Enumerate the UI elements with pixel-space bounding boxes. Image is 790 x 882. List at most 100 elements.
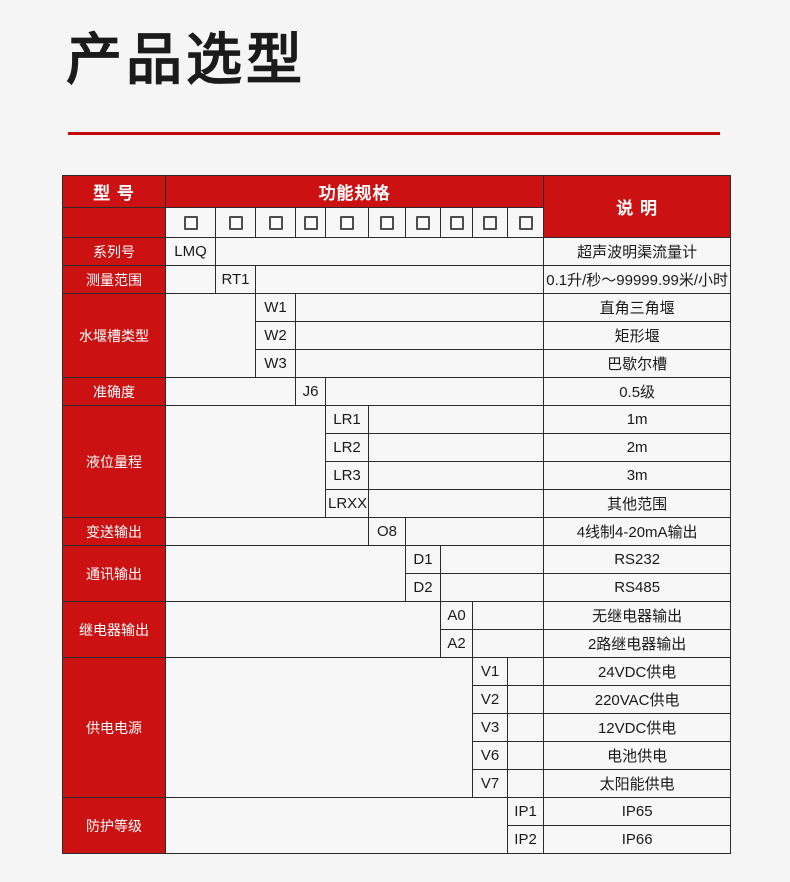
empty-cell: [367, 433, 545, 462]
code-cell-v6: V6: [472, 741, 508, 770]
table-row: V7 太阳能供电: [63, 769, 732, 798]
empty-cell: [294, 349, 545, 378]
empty-cell: [367, 461, 545, 490]
table-row: 测量范围 RT1 0.1升/秒～99999.99米/小时: [62, 265, 732, 294]
group-label-transmit-output: 变送输出: [62, 517, 166, 546]
group-label-power-supply: 供电电源: [62, 657, 166, 798]
checkbox-icon[interactable]: [268, 216, 283, 231]
empty-cell: [165, 657, 473, 798]
desc-cell: 2m: [543, 433, 732, 462]
empty-cell: [165, 265, 216, 294]
checkbox-icon[interactable]: [303, 216, 318, 231]
desc-cell: 矩形堰: [543, 321, 732, 350]
table-row: V2 220VAC供电: [63, 685, 732, 714]
checkbox-icon[interactable]: [380, 216, 394, 231]
checkbox-icon[interactable]: [340, 216, 354, 231]
code-cell-v7: V7: [472, 769, 508, 798]
checkbox-icon[interactable]: [483, 216, 497, 231]
empty-cell: [506, 713, 545, 742]
spec-checkbox-cell-6[interactable]: [368, 207, 406, 238]
spec-checkbox-cell-4[interactable]: [295, 207, 326, 238]
code-cell-w3: W3: [255, 349, 296, 378]
spec-checkbox-cell-8[interactable]: [440, 207, 473, 238]
empty-cell: [367, 405, 545, 434]
header-model: 型 号: [62, 175, 166, 208]
code-cell-a0: A0: [440, 601, 473, 630]
checkbox-icon[interactable]: [416, 216, 430, 231]
group-label-weir-type: 水堰槽类型: [62, 293, 166, 378]
desc-cell: RS485: [543, 573, 732, 602]
desc-cell: RS232: [543, 545, 732, 574]
checkbox-icon[interactable]: [183, 216, 198, 231]
header-desc: 说 明: [543, 175, 732, 238]
table-row: 继电器输出 A0 无继电器输出: [62, 601, 732, 658]
empty-cell: [165, 601, 441, 658]
spec-checkbox-cell-2[interactable]: [215, 207, 256, 238]
code-cell-v3: V3: [472, 713, 508, 742]
table-row: IP2 IP66: [63, 825, 732, 854]
code-cell-w1: W1: [255, 293, 296, 322]
table-row: LR3 3m: [63, 461, 732, 490]
code-cell-ip2: IP2: [506, 825, 545, 854]
spec-checkbox-cell-7[interactable]: [405, 207, 441, 238]
empty-cell: [294, 293, 545, 322]
desc-cell: IP65: [543, 797, 732, 826]
desc-cell: 无继电器输出: [543, 601, 732, 630]
spec-checkbox-cell-10[interactable]: [506, 207, 545, 238]
desc-cell: 其他范围: [543, 489, 732, 518]
code-cell-ip1: IP1: [506, 797, 545, 826]
checkbox-icon[interactable]: [228, 216, 243, 231]
code-cell-rt1: RT1: [215, 265, 256, 294]
empty-cell: [165, 405, 326, 518]
empty-cell: [506, 741, 545, 770]
empty-cell: [506, 685, 545, 714]
table-row: 防护等级 IP1 IP65: [62, 797, 732, 854]
spec-checkbox-cell-5[interactable]: [325, 207, 369, 238]
title-underline: [68, 132, 720, 135]
header-spec: 功能规格: [164, 175, 545, 208]
table-row: 变送输出 O8 4线制4-20mA输出: [62, 517, 732, 546]
code-cell-v2: V2: [472, 685, 508, 714]
checkbox-icon[interactable]: [449, 216, 464, 231]
desc-cell: 直角三角堰: [543, 293, 732, 322]
table-row: 准确度 J6 0.5级: [62, 377, 732, 406]
table-row: V3 12VDC供电: [63, 713, 732, 742]
code-cell-d2: D2: [405, 573, 441, 602]
group-label-protection-class: 防护等级: [62, 797, 166, 854]
table-row: V6 电池供电: [63, 741, 732, 770]
table-row: D2 RS485: [63, 573, 732, 602]
empty-cell: [439, 573, 545, 602]
desc-cell: 巴歇尔槽: [543, 349, 732, 378]
spec-checkbox-cell-1[interactable]: [165, 207, 216, 238]
desc-cell: 1m: [543, 405, 732, 434]
desc-cell: 220VAC供电: [543, 685, 732, 714]
checkbox-row: [62, 207, 731, 238]
group-label-level-range: 液位量程: [62, 405, 166, 518]
desc-cell: 4线制4-20mA输出: [543, 517, 732, 546]
group-label-comm-output: 通讯输出: [62, 545, 166, 602]
code-cell-d1: D1: [405, 545, 441, 574]
spec-checkbox-cell-3[interactable]: [255, 207, 296, 238]
code-cell-lr1: LR1: [325, 405, 369, 434]
code-cell-w2: W2: [255, 321, 296, 350]
desc-cell: 12VDC供电: [543, 713, 732, 742]
spec-checkbox-cell-9[interactable]: [472, 207, 508, 238]
page-title: 产品选型: [66, 28, 306, 91]
table-row: 供电电源 V1 24VDC供电: [62, 657, 732, 798]
empty-cell: [506, 769, 545, 798]
code-cell-v1: V1: [472, 657, 508, 686]
product-selection-table: 型 号 功能规格 说 明 系列号 LMQ 超声波明渠流量计 测量范围 RT1 0…: [62, 175, 732, 854]
desc-cell: 太阳能供电: [543, 769, 732, 798]
empty-cell: [506, 657, 545, 686]
empty-cell: [439, 545, 545, 574]
table-row: LR2 2m: [63, 433, 732, 462]
empty-cell: [324, 377, 545, 406]
code-cell-lmq: LMQ: [165, 237, 216, 266]
checkbox-icon[interactable]: [518, 216, 533, 231]
group-label-series-number: 系列号: [62, 237, 166, 266]
table-row: 液位量程 LR1 1m: [62, 405, 732, 518]
group-label-relay-output: 继电器输出: [62, 601, 166, 658]
table-row: 系列号 LMQ 超声波明渠流量计: [62, 237, 732, 266]
code-cell-a2: A2: [440, 629, 473, 658]
empty-cell: [165, 797, 508, 854]
